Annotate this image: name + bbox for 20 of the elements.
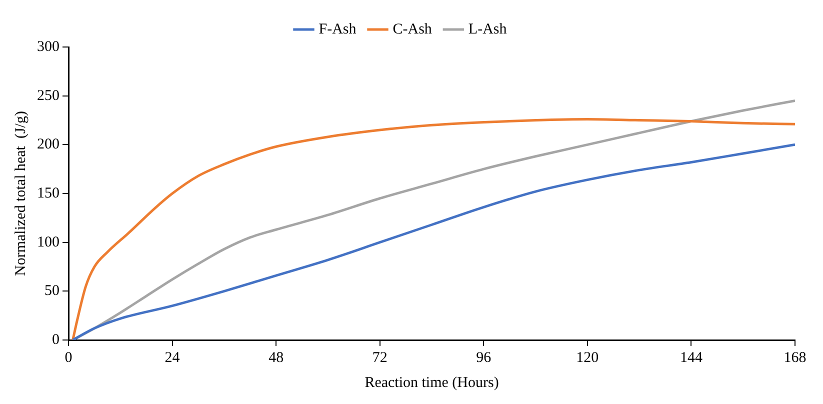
- y-tick-label: 250: [37, 88, 60, 104]
- legend-label: L-Ash: [468, 21, 508, 38]
- legend-label: C-Ash: [392, 21, 432, 38]
- y-tick-label: 150: [37, 185, 60, 202]
- x-axis-title: Reaction time (Hours): [364, 374, 499, 391]
- y-tick-label: 50: [44, 283, 60, 300]
- y-axis-title: Normalized total heat (J/g): [12, 111, 29, 276]
- y-tick-label: 100: [37, 234, 60, 250]
- x-tick-label: 144: [680, 350, 703, 366]
- x-tick-label: 0: [64, 350, 72, 366]
- y-tick-label: 200: [37, 136, 60, 153]
- y-tick-label: 300: [37, 38, 60, 55]
- x-tick-label: 24: [164, 350, 180, 366]
- x-tick-label: 96: [476, 350, 492, 366]
- x-tick-label: 72: [372, 350, 388, 366]
- legend-label: F-Ash: [318, 21, 357, 38]
- y-tick-label: 0: [52, 332, 60, 348]
- x-tick-label: 48: [268, 350, 284, 366]
- x-tick-label: 168: [784, 350, 806, 366]
- x-tick-label: 120: [576, 350, 599, 366]
